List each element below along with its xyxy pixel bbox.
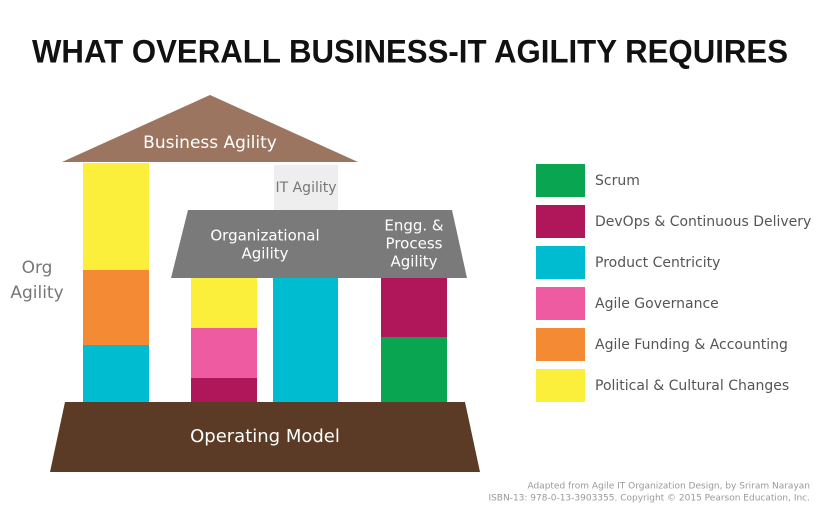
base xyxy=(50,402,480,472)
legend-label: Agile Governance xyxy=(595,296,719,312)
legend-swatch xyxy=(536,164,585,197)
block xyxy=(273,278,338,402)
roof xyxy=(62,95,358,162)
legend-label: Agile Funding & Accounting xyxy=(595,337,788,353)
block xyxy=(83,345,149,402)
block xyxy=(191,278,257,328)
business-agility: Business Agility xyxy=(143,133,277,153)
legend-swatch xyxy=(536,287,585,320)
legend-label: Product Centricity xyxy=(595,255,720,271)
engg-process-agility: Agility xyxy=(390,253,437,271)
organizational-agility: Organizational xyxy=(210,227,319,245)
block xyxy=(381,278,447,337)
legend-swatch xyxy=(536,369,585,402)
engg-process-agility: Process xyxy=(386,235,443,253)
it-agility: IT Agility xyxy=(275,180,336,196)
legend-swatch xyxy=(536,205,585,238)
block xyxy=(191,328,257,378)
footer: ISBN-13: 978-0-13-3903355. Copyright © 2… xyxy=(488,494,810,504)
legend-swatch xyxy=(536,246,585,279)
block xyxy=(191,378,257,402)
org-agility: Org xyxy=(22,258,53,278)
legend-label: Scrum xyxy=(595,173,640,189)
it-box xyxy=(274,165,338,210)
legend-label: DevOps & Continuous Delivery xyxy=(595,214,811,230)
organizational-agility: Agility xyxy=(241,245,288,263)
block xyxy=(83,163,149,270)
org-agility: Agility xyxy=(10,283,63,303)
footer: Adapted from Agile IT Organization Desig… xyxy=(527,482,810,492)
block xyxy=(381,337,447,402)
title: WHAT OVERALL BUSINESS-IT AGILITY REQUIRE… xyxy=(32,33,788,69)
block xyxy=(83,270,149,345)
engg-process-agility: Engg. & xyxy=(384,217,444,235)
legend-label: Political & Cultural Changes xyxy=(595,378,789,394)
it-roof xyxy=(171,210,467,278)
operating-model: Operating Model xyxy=(190,426,340,447)
legend-swatch xyxy=(536,328,585,361)
